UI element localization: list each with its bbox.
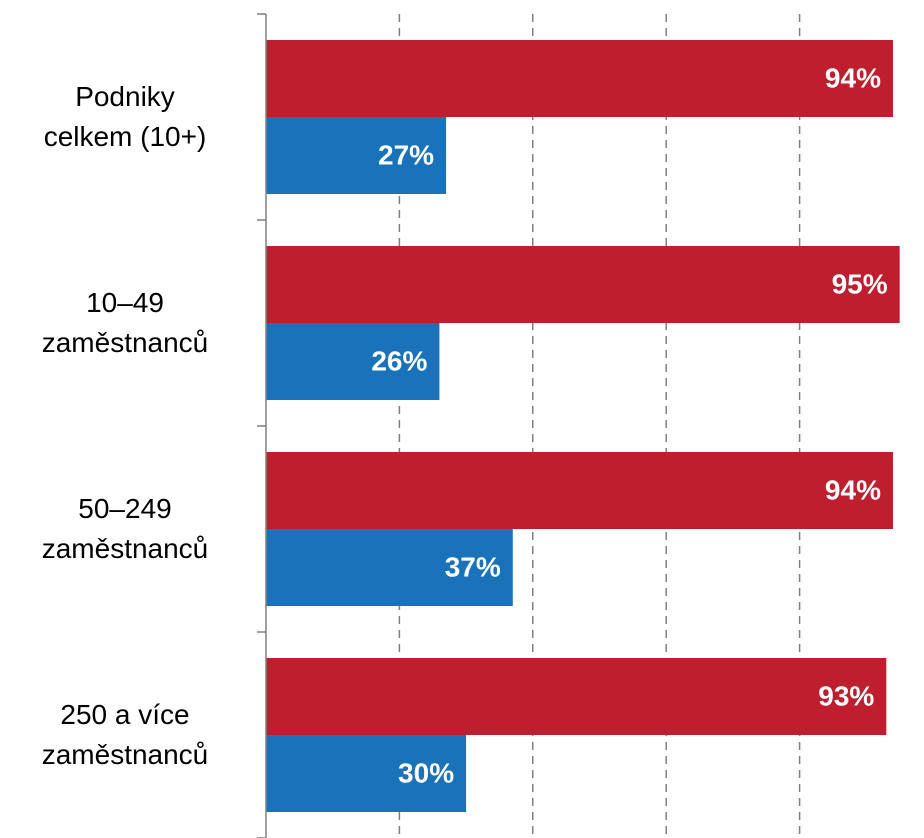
category-label: 50–249 zaměstnanců xyxy=(41,493,209,564)
value-label: 94% xyxy=(825,474,881,505)
bar xyxy=(266,246,900,323)
value-label: 26% xyxy=(371,345,427,376)
bar xyxy=(266,452,893,529)
value-label: 30% xyxy=(398,757,454,788)
bar xyxy=(266,40,893,117)
value-label: 94% xyxy=(825,62,881,93)
value-label: 27% xyxy=(378,139,434,170)
bar xyxy=(266,735,467,812)
category-label: 250 a více zaměstnanců xyxy=(41,699,209,770)
value-label: 37% xyxy=(445,551,501,582)
value-label: 93% xyxy=(818,680,874,711)
bar xyxy=(266,323,440,400)
bar xyxy=(266,529,513,606)
bar xyxy=(266,658,887,735)
category-label: Podniky celkem (10+) xyxy=(43,81,207,152)
value-label: 95% xyxy=(832,268,888,299)
category-label: 10–49 zaměstnanců xyxy=(41,287,209,358)
bar xyxy=(266,117,447,194)
